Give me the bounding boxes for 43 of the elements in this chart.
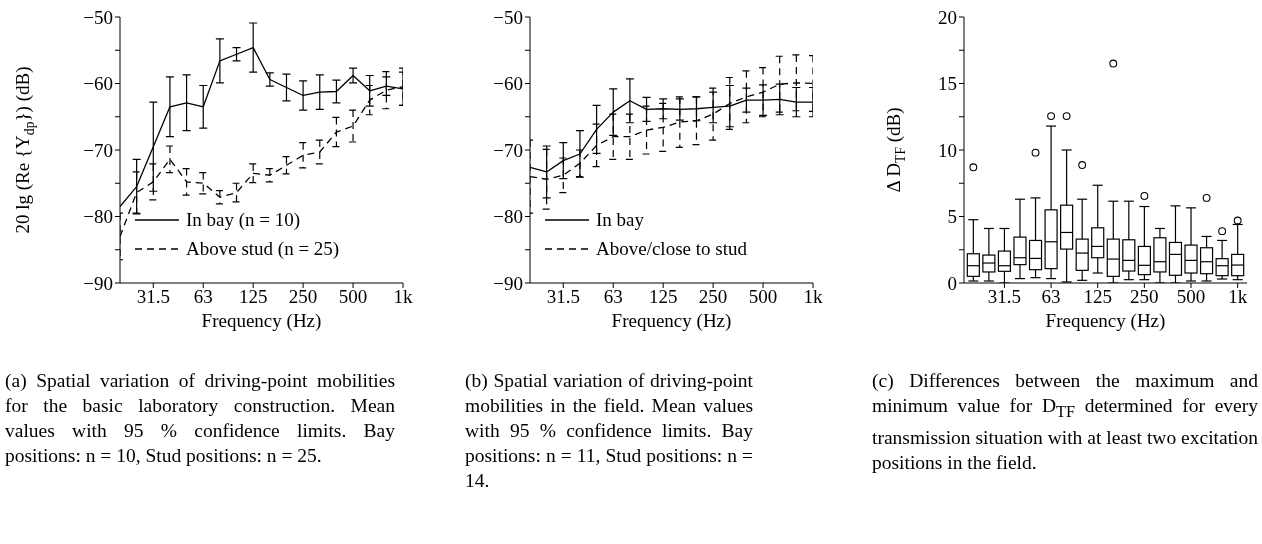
y-tick-label: 5 [947,206,957,228]
x-tick-label: 125 [238,286,268,308]
x-tick-label: 250 [698,286,728,308]
y-tick-label: −90 [83,272,113,294]
legend-label: Above/close to stud [596,237,747,261]
y-tick-label: −60 [493,73,523,95]
y-tick-label: −60 [83,73,113,95]
y-tick-label: −70 [493,139,523,161]
y-tick-label: 15 [938,73,957,95]
y-tick-label: −50 [493,6,523,28]
x-tick-label: 125 [1083,286,1112,308]
y-tick-label: 10 [938,139,957,161]
x-tick-label: 1k [1228,286,1248,308]
x-tick-label: 63 [1041,286,1061,308]
x-tick-label: 31.5 [546,286,580,308]
y-tick-label: −70 [83,139,113,161]
y-tick-label: 0 [947,272,957,294]
x-tick-label: 500 [748,286,778,308]
x-tick-label: 1k [393,286,413,308]
x-tick-label: 500 [1176,286,1206,308]
x-tick-label: 63 [193,286,213,308]
y-tick-label: −80 [83,206,113,228]
text: (b) Spatial variation of driving-point mobilities in the field. Mean values with 95 % confidence limits. Bay positions: n = 11, Stud positions: n = 14. [465,369,753,493]
x-tick-label: 250 [1130,286,1159,308]
y-tick-label: −80 [493,206,523,228]
text: (c) Differences between the maximum and minimum value for D$_{TF}$ determined for every transmission situation with at least two excitation positions in the field. [872,369,1258,475]
legend-label: In bay [596,208,645,232]
y-tick-label: −50 [83,6,113,28]
x-axis-title: Frequency (Hz) [611,310,732,332]
x-axis-title: Frequency (Hz) [1045,310,1166,332]
x-tick-label: 31.5 [136,286,170,308]
legend-label: Above stud (n = 25) [186,237,340,261]
x-tick-label: 63 [603,286,623,308]
x-axis-title: Frequency (Hz) [201,310,322,332]
x-tick-label: 250 [288,286,318,308]
y-tick-label: −90 [493,272,523,294]
x-tick-label: 1k [803,286,823,308]
x-tick-label: 500 [338,286,368,308]
text: (a) Spatial variation of driving-point mobilities for the basic laboratory construction. Mean values with 95 % confidence limits. Bay positions: n = 10, Stud positions: n = 25. [5,369,395,468]
legend-label: In bay (n = 10) [186,208,301,232]
y-tick-label: 20 [938,6,957,28]
x-tick-label: 31.5 [987,286,1022,308]
x-tick-label: 125 [648,286,678,308]
